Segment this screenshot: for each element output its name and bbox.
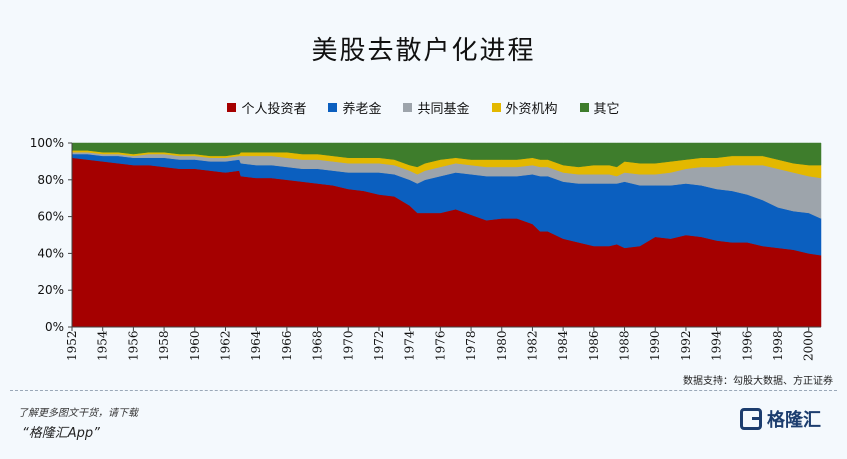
area-series-4 xyxy=(71,142,822,168)
brand-logo: 格隆汇 xyxy=(740,406,821,432)
x-tick-label: 1976 xyxy=(433,330,447,361)
legend-swatch-foreign xyxy=(491,103,501,112)
y-tick-label: 0% xyxy=(45,320,64,334)
x-tick-label: 1958 xyxy=(157,330,171,361)
x-tick-label: 1986 xyxy=(587,330,601,361)
brand-logo-icon xyxy=(740,408,762,430)
x-tick-label: 1952 xyxy=(65,330,79,361)
legend: 个人投资者 养老金 共同基金 外资机构 其它 xyxy=(0,98,847,117)
legend-label-other: 其它 xyxy=(593,102,620,117)
x-tick-label: 1992 xyxy=(679,330,693,361)
y-tick-label: 80% xyxy=(37,173,64,187)
x-tick-label: 1990 xyxy=(648,330,662,361)
legend-item-foreign: 外资机构 xyxy=(491,98,558,117)
x-tick-label: 1956 xyxy=(126,330,140,361)
x-tick-label: 1988 xyxy=(618,330,632,361)
legend-label-mutual-fund: 共同基金 xyxy=(417,102,470,117)
brand-logo-text: 格隆汇 xyxy=(767,410,821,431)
legend-label-pension: 养老金 xyxy=(342,102,382,117)
footer-divider xyxy=(10,390,837,391)
download-prompt: 了解更多图文干货，请下载 xyxy=(18,408,138,419)
legend-label-foreign: 外资机构 xyxy=(505,102,558,117)
x-tick-label: 1984 xyxy=(556,330,570,361)
x-tick-label: 1960 xyxy=(188,330,202,361)
x-tick-label: 1980 xyxy=(495,330,509,361)
y-tick-label: 20% xyxy=(37,283,64,297)
legend-item-mutual-fund: 共同基金 xyxy=(403,98,470,117)
x-tick-label: 1968 xyxy=(311,330,325,361)
chart-title: 美股去散户化进程 xyxy=(311,36,536,66)
y-tick-label: 60% xyxy=(37,210,64,224)
y-tick-label: 100% xyxy=(30,136,64,150)
legend-swatch-other xyxy=(579,103,589,112)
x-tick-label: 1998 xyxy=(771,330,785,361)
x-tick-label: 1972 xyxy=(372,330,386,361)
x-tick-label: 1994 xyxy=(710,330,724,361)
legend-swatch-retail xyxy=(227,103,237,112)
x-tick-label: 1974 xyxy=(403,330,417,361)
legend-item-pension: 养老金 xyxy=(328,98,381,117)
x-tick-label: 2000 xyxy=(802,330,816,361)
x-tick-label: 1982 xyxy=(525,330,539,361)
legend-swatch-mutual-fund xyxy=(403,103,413,112)
x-tick-label: 1954 xyxy=(96,330,110,361)
x-tick-label: 1996 xyxy=(740,330,754,361)
x-tick-label: 1962 xyxy=(218,330,232,361)
app-name[interactable]: “格隆汇App” xyxy=(22,426,100,441)
x-tick-label: 1970 xyxy=(341,330,355,361)
x-tick-label: 1966 xyxy=(280,330,294,361)
legend-item-other: 其它 xyxy=(579,98,620,117)
legend-swatch-pension xyxy=(328,103,338,112)
x-tick-label: 1964 xyxy=(249,330,263,361)
x-tick-label: 1978 xyxy=(464,330,478,361)
legend-item-retail: 个人投资者 xyxy=(227,98,306,117)
legend-label-retail: 个人投资者 xyxy=(241,102,307,117)
y-tick-label: 40% xyxy=(37,246,64,260)
data-source: 数据支持：勾股大数据、方正证券 xyxy=(683,376,833,387)
